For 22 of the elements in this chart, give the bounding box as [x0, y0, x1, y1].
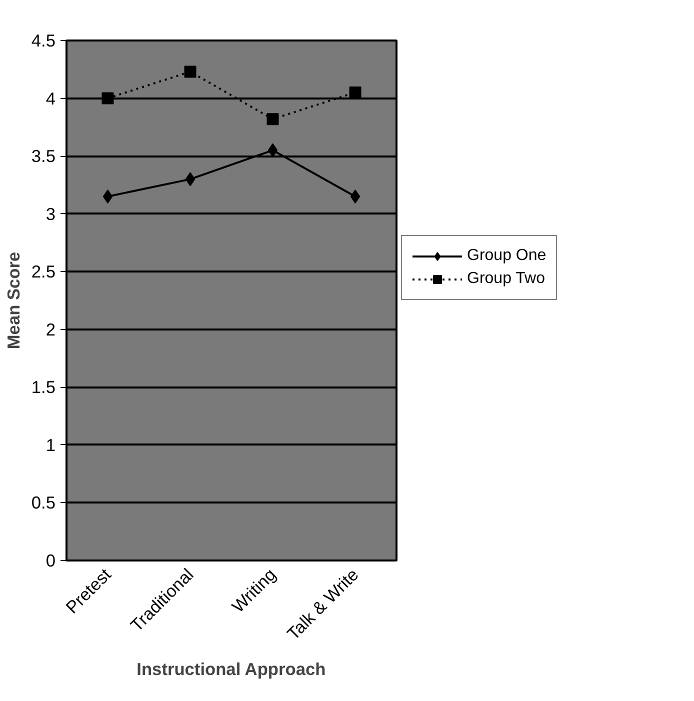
y-tick-label: 4: [46, 88, 56, 108]
y-axis-title: Mean Score: [3, 252, 24, 350]
legend-label: Group One: [467, 247, 546, 265]
point: [350, 190, 360, 204]
point: [185, 172, 196, 186]
point: [102, 92, 114, 104]
y-tick-label: 1: [46, 434, 56, 455]
y-tick-label: 0: [46, 550, 56, 570]
y-tick-label: 2.5: [31, 262, 56, 282]
y-tick-label: 3: [46, 204, 56, 224]
y-tick-label: 0.5: [31, 492, 56, 513]
y-tick-label: 3.5: [31, 146, 56, 166]
legend-label: Group Two: [467, 270, 545, 288]
point: [102, 190, 113, 204]
x-axis-title: Instructional Approach: [136, 658, 326, 679]
point: [184, 66, 196, 78]
point: [266, 113, 279, 126]
y-tick-label: 2: [46, 319, 56, 340]
point: [268, 143, 278, 158]
point: [349, 86, 362, 98]
y-tick-label: 1.5: [31, 377, 56, 398]
y-tick-label: 4.5: [31, 30, 56, 50]
